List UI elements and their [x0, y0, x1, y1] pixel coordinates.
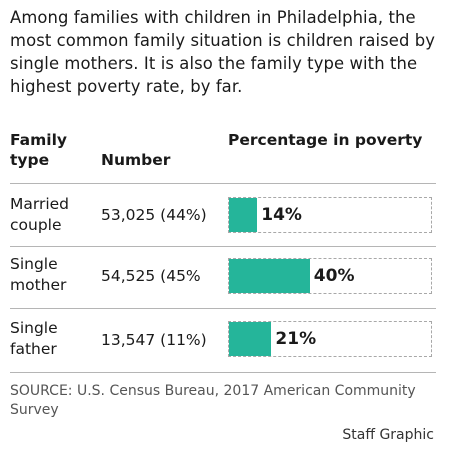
header-number: Number — [101, 151, 171, 169]
bar-value-single-father: 21% — [275, 329, 317, 349]
header-divider — [10, 183, 436, 184]
bar-track-single-father: 21% — [228, 321, 432, 357]
bar-value-single-mother: 40% — [313, 266, 355, 286]
bar-single-mother — [229, 259, 310, 293]
bar-value-married-couple: 14% — [261, 205, 302, 225]
bar-married-couple — [229, 198, 258, 232]
row-label-single-mother: Single mother — [10, 255, 67, 294]
row-label-single-father: Single father — [10, 319, 58, 358]
row-divider-2 — [10, 308, 436, 309]
bar-track-married-couple: 14% — [228, 197, 432, 233]
bar-track-single-mother: 40% — [228, 258, 432, 294]
row-number-single-mother: 54,525 (45% — [101, 267, 201, 285]
header-family-type: Family type — [10, 131, 68, 169]
row-number-single-father: 13,547 (11%) — [101, 331, 207, 349]
footer-divider — [10, 372, 436, 373]
header-percentage-in-poverty: Percentage in poverty — [228, 131, 423, 149]
bar-single-father — [229, 322, 272, 356]
intro-text: Among families with children in Philadel… — [10, 8, 436, 96]
row-divider-1 — [10, 246, 436, 247]
row-label-married-couple: Married couple — [10, 195, 70, 234]
credit-line: Staff Graphic — [342, 427, 434, 443]
row-number-married-couple: 53,025 (44%) — [101, 206, 207, 224]
source-note: SOURCE: U.S. Census Bureau, 2017 America… — [10, 383, 416, 418]
